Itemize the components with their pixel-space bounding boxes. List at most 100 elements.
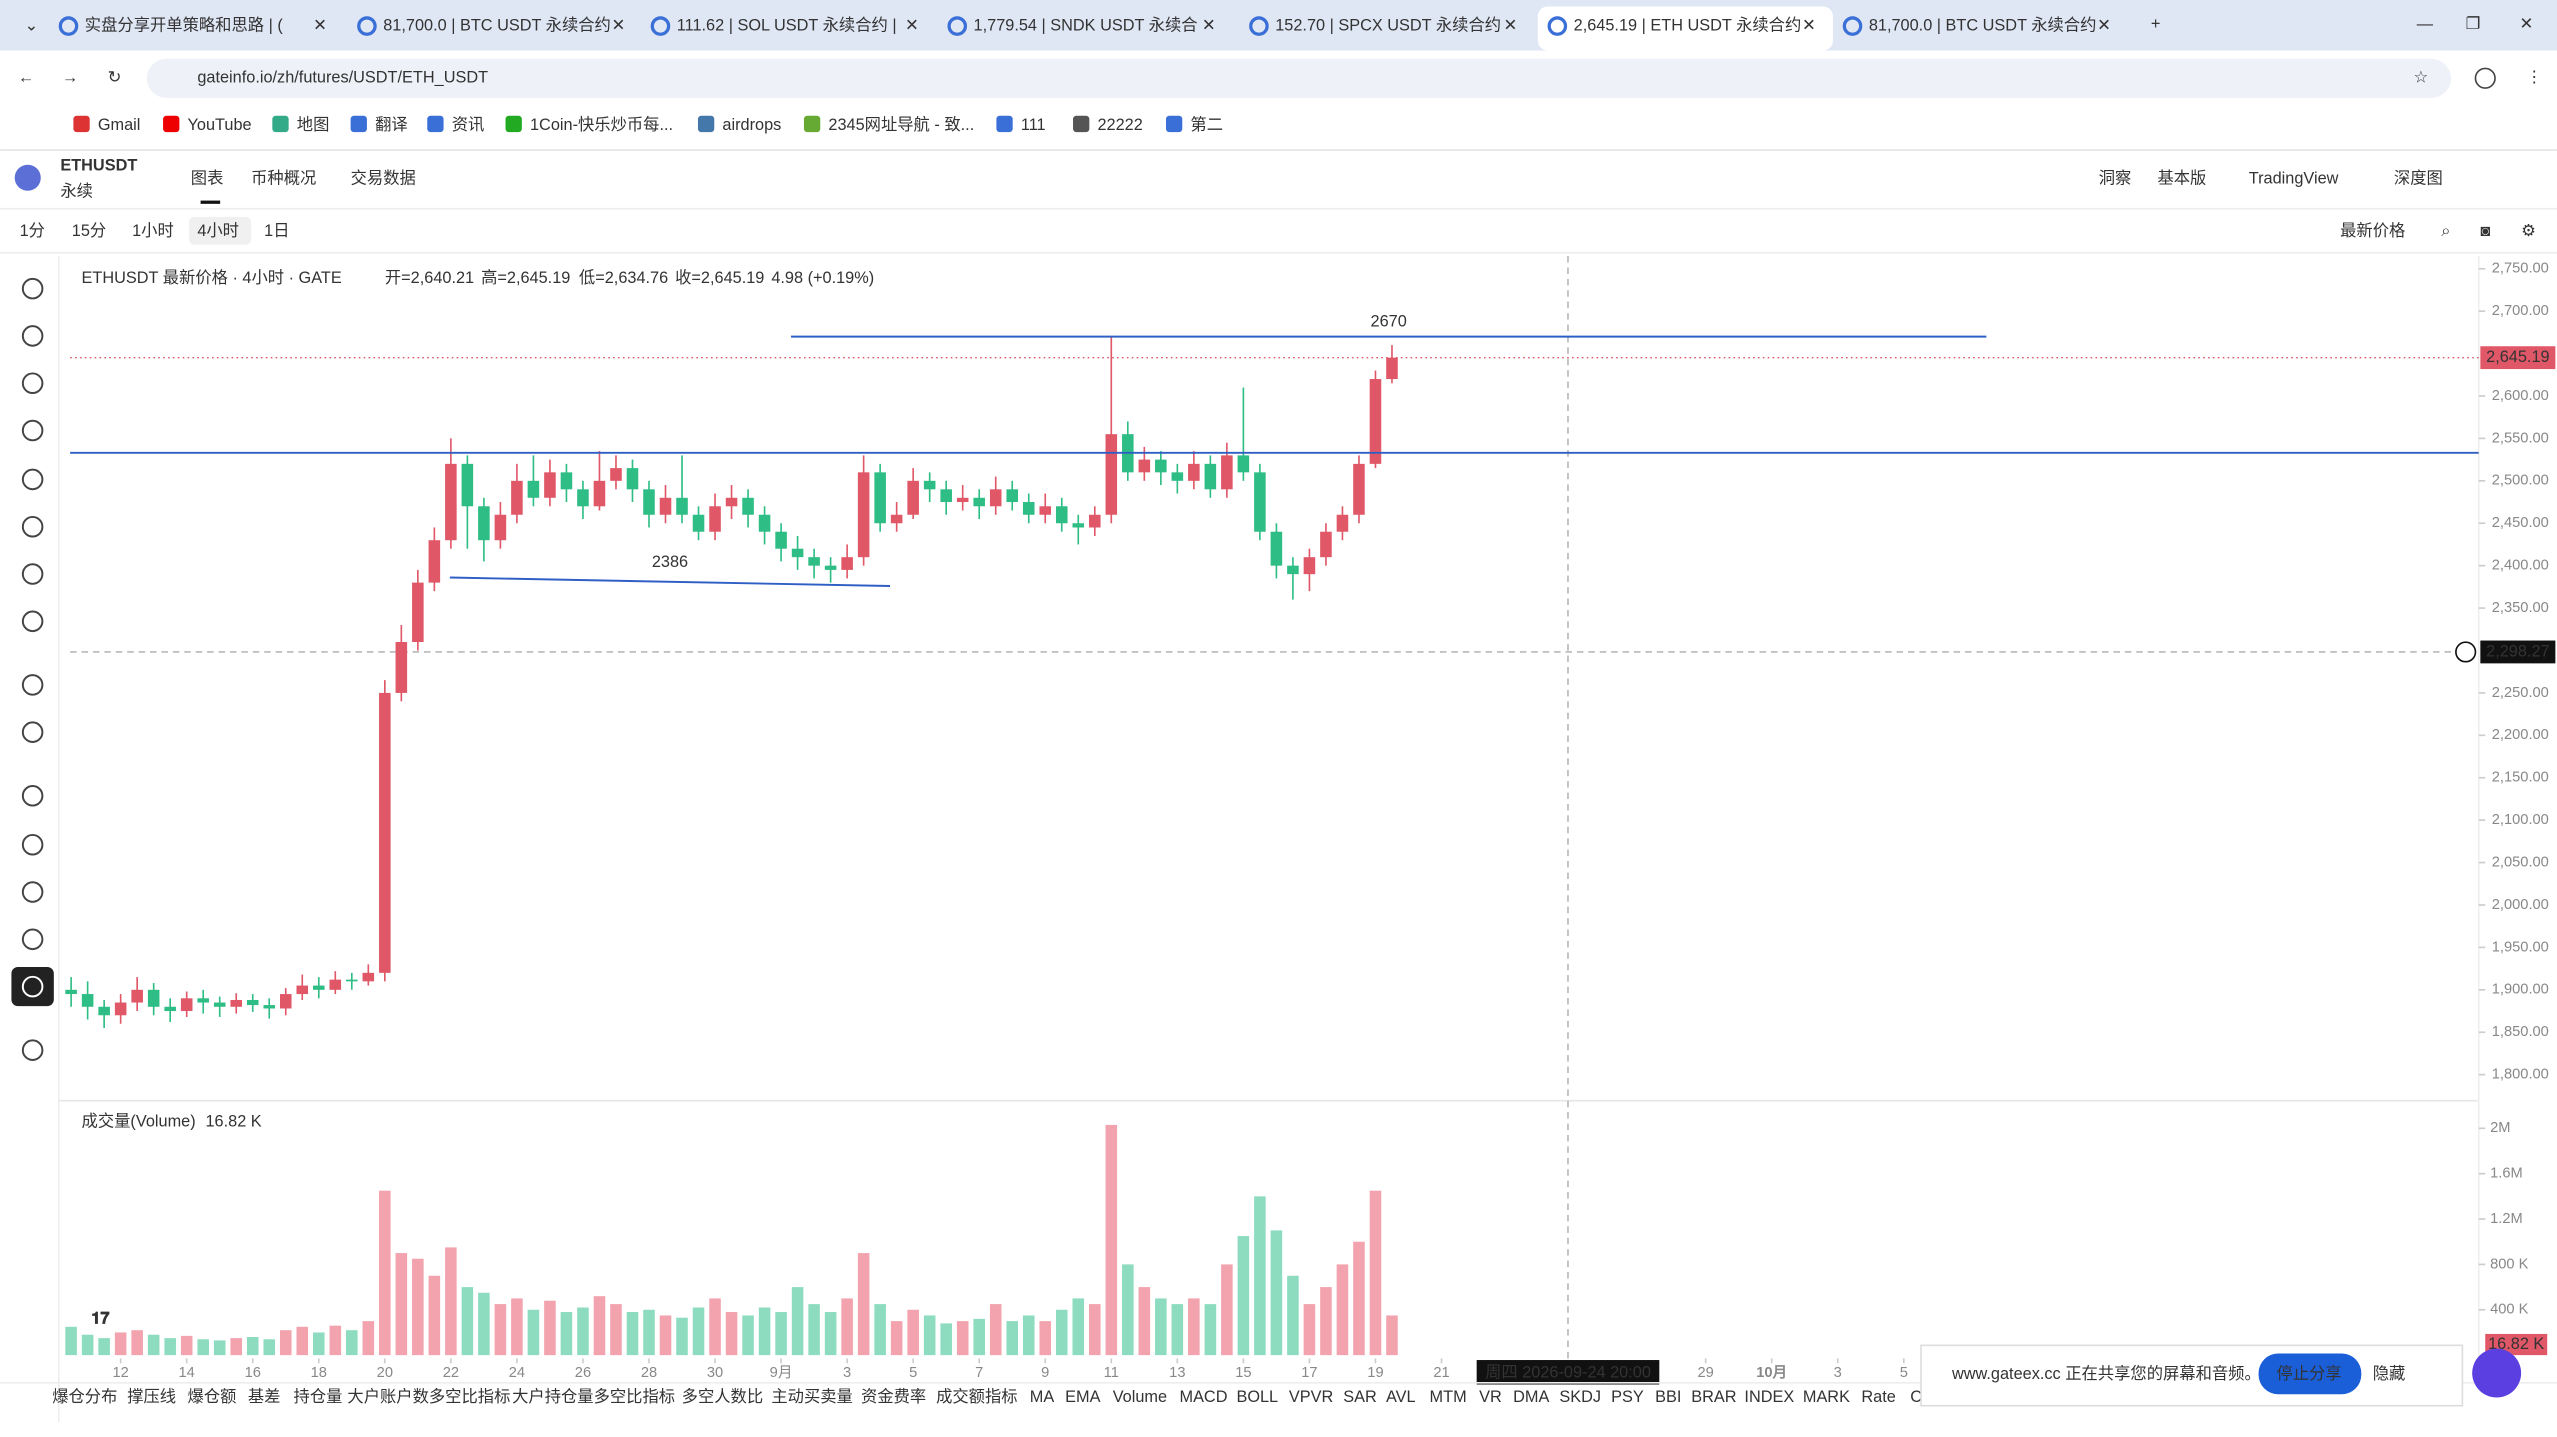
indicator[interactable]: VR	[1479, 1388, 1502, 1406]
tool-icon[interactable]	[21, 419, 44, 442]
indicator[interactable]: 持仓量	[294, 1388, 343, 1406]
indicator[interactable]: SKDJ	[1559, 1388, 1601, 1406]
header-link[interactable]: TradingView	[2249, 170, 2339, 188]
bookmark[interactable]: 翻译	[375, 116, 408, 134]
indicator[interactable]: 爆仓额	[188, 1387, 237, 1406]
bookmark[interactable]: 1Coin-快乐炒币每...	[530, 116, 673, 134]
interval[interactable]: 1小时	[132, 222, 174, 240]
bookmark[interactable]: 2345网址导航 - 致...	[828, 116, 974, 134]
indicator[interactable]: EMA	[1065, 1388, 1100, 1406]
camera-icon[interactable]: ◙	[2480, 222, 2490, 240]
tool-icon[interactable]	[21, 674, 44, 696]
bookmark[interactable]: 第二	[1190, 116, 1223, 134]
indicator[interactable]: MA	[1030, 1388, 1055, 1406]
interval[interactable]: 1分	[20, 222, 45, 240]
indicator[interactable]: SAR	[1343, 1388, 1377, 1406]
tool-icon[interactable]	[21, 372, 44, 394]
tool-icon[interactable]	[21, 975, 44, 998]
indicator[interactable]: MACD	[1179, 1388, 1227, 1406]
tool-icon[interactable]	[21, 721, 44, 743]
indicator[interactable]: 成交额指标	[936, 1388, 1017, 1406]
tab-menu[interactable]: ⌄	[24, 16, 38, 34]
nav-item[interactable]: 交易数据	[351, 170, 416, 188]
tab-close[interactable]: ✕	[1504, 16, 1518, 34]
settings-icon[interactable]: ⚙	[2521, 222, 2536, 240]
interval[interactable]: 4小时	[197, 222, 239, 240]
tool-icon[interactable]	[21, 563, 44, 585]
bookmark[interactable]: Gmail	[98, 116, 141, 134]
address-bar[interactable]	[146, 58, 2451, 98]
indicator[interactable]: BRAR	[1691, 1388, 1737, 1406]
bookmark[interactable]: 22222	[1097, 116, 1142, 134]
indicator[interactable]: 撑压线	[127, 1388, 176, 1406]
bookmark[interactable]: 资讯	[452, 116, 485, 134]
indicator[interactable]: 资金费率	[861, 1388, 926, 1406]
indicator[interactable]: 大户持仓量多空比指标	[512, 1388, 675, 1406]
indicator[interactable]: 基差	[248, 1388, 281, 1406]
window-max[interactable]: ❐	[2466, 15, 2481, 33]
stop-share[interactable]	[2258, 1353, 2362, 1395]
indicator[interactable]: BOLL	[1236, 1388, 1278, 1406]
tab-title[interactable]: 实盘分享开单策略和思路 | (	[85, 15, 284, 34]
tool-icon[interactable]	[21, 468, 44, 491]
tool-icon[interactable]	[21, 881, 44, 903]
tool-icon[interactable]	[21, 325, 44, 347]
indicator[interactable]: MTM	[1430, 1388, 1467, 1406]
bookmark[interactable]: 111	[1021, 116, 1046, 134]
hide-share[interactable]: 隐藏	[2373, 1365, 2406, 1383]
indicator[interactable]: C	[1910, 1388, 1922, 1406]
indicator[interactable]: BBI	[1655, 1388, 1681, 1406]
profile[interactable]	[2474, 67, 2496, 89]
tab-title[interactable]: 111.62 | SOL USDT 永续合约 |	[677, 16, 897, 34]
crosshair-add[interactable]	[2455, 641, 2477, 663]
indicator[interactable]: Volume	[1113, 1388, 1167, 1406]
tool-icon[interactable]	[21, 610, 44, 633]
tab-close[interactable]: ✕	[1202, 16, 1216, 34]
indicator[interactable]: Rate	[1861, 1388, 1895, 1406]
tool-icon[interactable]	[21, 928, 44, 951]
tab-close[interactable]: ✕	[612, 16, 626, 34]
tool-icon[interactable]	[21, 785, 44, 807]
tab-close[interactable]: ✕	[905, 16, 919, 34]
tab-title[interactable]: 2,645.19 | ETH USDT 永续合约	[1574, 16, 1802, 34]
tool-icon[interactable]	[21, 833, 44, 856]
tab-close[interactable]: ✕	[313, 16, 327, 34]
bookmark-star[interactable]: ☆	[2413, 69, 2428, 87]
new-tab[interactable]: +	[2151, 15, 2161, 33]
indicator[interactable]: INDEX	[1744, 1388, 1794, 1406]
interval[interactable]: 15分	[72, 222, 106, 240]
tab-title[interactable]: 81,700.0 | BTC USDT 永续合约	[383, 16, 611, 34]
window-min[interactable]: —	[2417, 15, 2434, 33]
bookmark[interactable]: 地图	[297, 116, 330, 134]
stop-share-label[interactable]: 停止分享	[2277, 1365, 2342, 1383]
tool-icon[interactable]	[21, 1039, 44, 1061]
indicator[interactable]: PSY	[1611, 1388, 1644, 1406]
search-icon[interactable]: ⌕	[2441, 222, 2450, 240]
interval[interactable]: 1日	[264, 222, 289, 240]
menu[interactable]: ⋮	[2526, 69, 2542, 87]
nav-item[interactable]: 币种概况	[251, 170, 316, 188]
indicator[interactable]: MARK	[1803, 1388, 1850, 1406]
indicator[interactable]: AVL	[1386, 1388, 1416, 1406]
indicator[interactable]: 大户账户数多空比指标	[347, 1388, 510, 1406]
indicator[interactable]: VPVR	[1289, 1388, 1334, 1406]
header-link[interactable]: 深度图	[2394, 170, 2443, 188]
window-close[interactable]: ✕	[2519, 15, 2533, 33]
price-type[interactable]: 最新价格	[2340, 222, 2405, 240]
indicator[interactable]: 主动买卖量	[771, 1388, 852, 1406]
tab-title[interactable]: 1,779.54 | SNDK USDT 永续合	[974, 16, 1198, 34]
nav-item[interactable]: 图表	[191, 170, 224, 188]
header-link[interactable]: 洞察	[2099, 170, 2132, 188]
reload[interactable]: ↻	[108, 69, 122, 87]
bookmark[interactable]: airdrops	[722, 116, 781, 134]
header-link[interactable]: 基本版	[2157, 170, 2206, 188]
indicator[interactable]: 多空人数比	[682, 1388, 763, 1406]
tab-title[interactable]: 152.70 | SPCX USDT 永续合约	[1275, 16, 1501, 34]
indicator[interactable]: 爆仓分布	[52, 1387, 117, 1406]
tab-close[interactable]: ✕	[2097, 16, 2111, 34]
indicator[interactable]: DMA	[1513, 1388, 1549, 1406]
bookmark[interactable]: YouTube	[188, 116, 252, 134]
forward[interactable]: →	[62, 69, 78, 87]
tab-title[interactable]: 81,700.0 | BTC USDT 永续合约	[1869, 16, 2097, 34]
tool-icon[interactable]	[21, 515, 44, 538]
